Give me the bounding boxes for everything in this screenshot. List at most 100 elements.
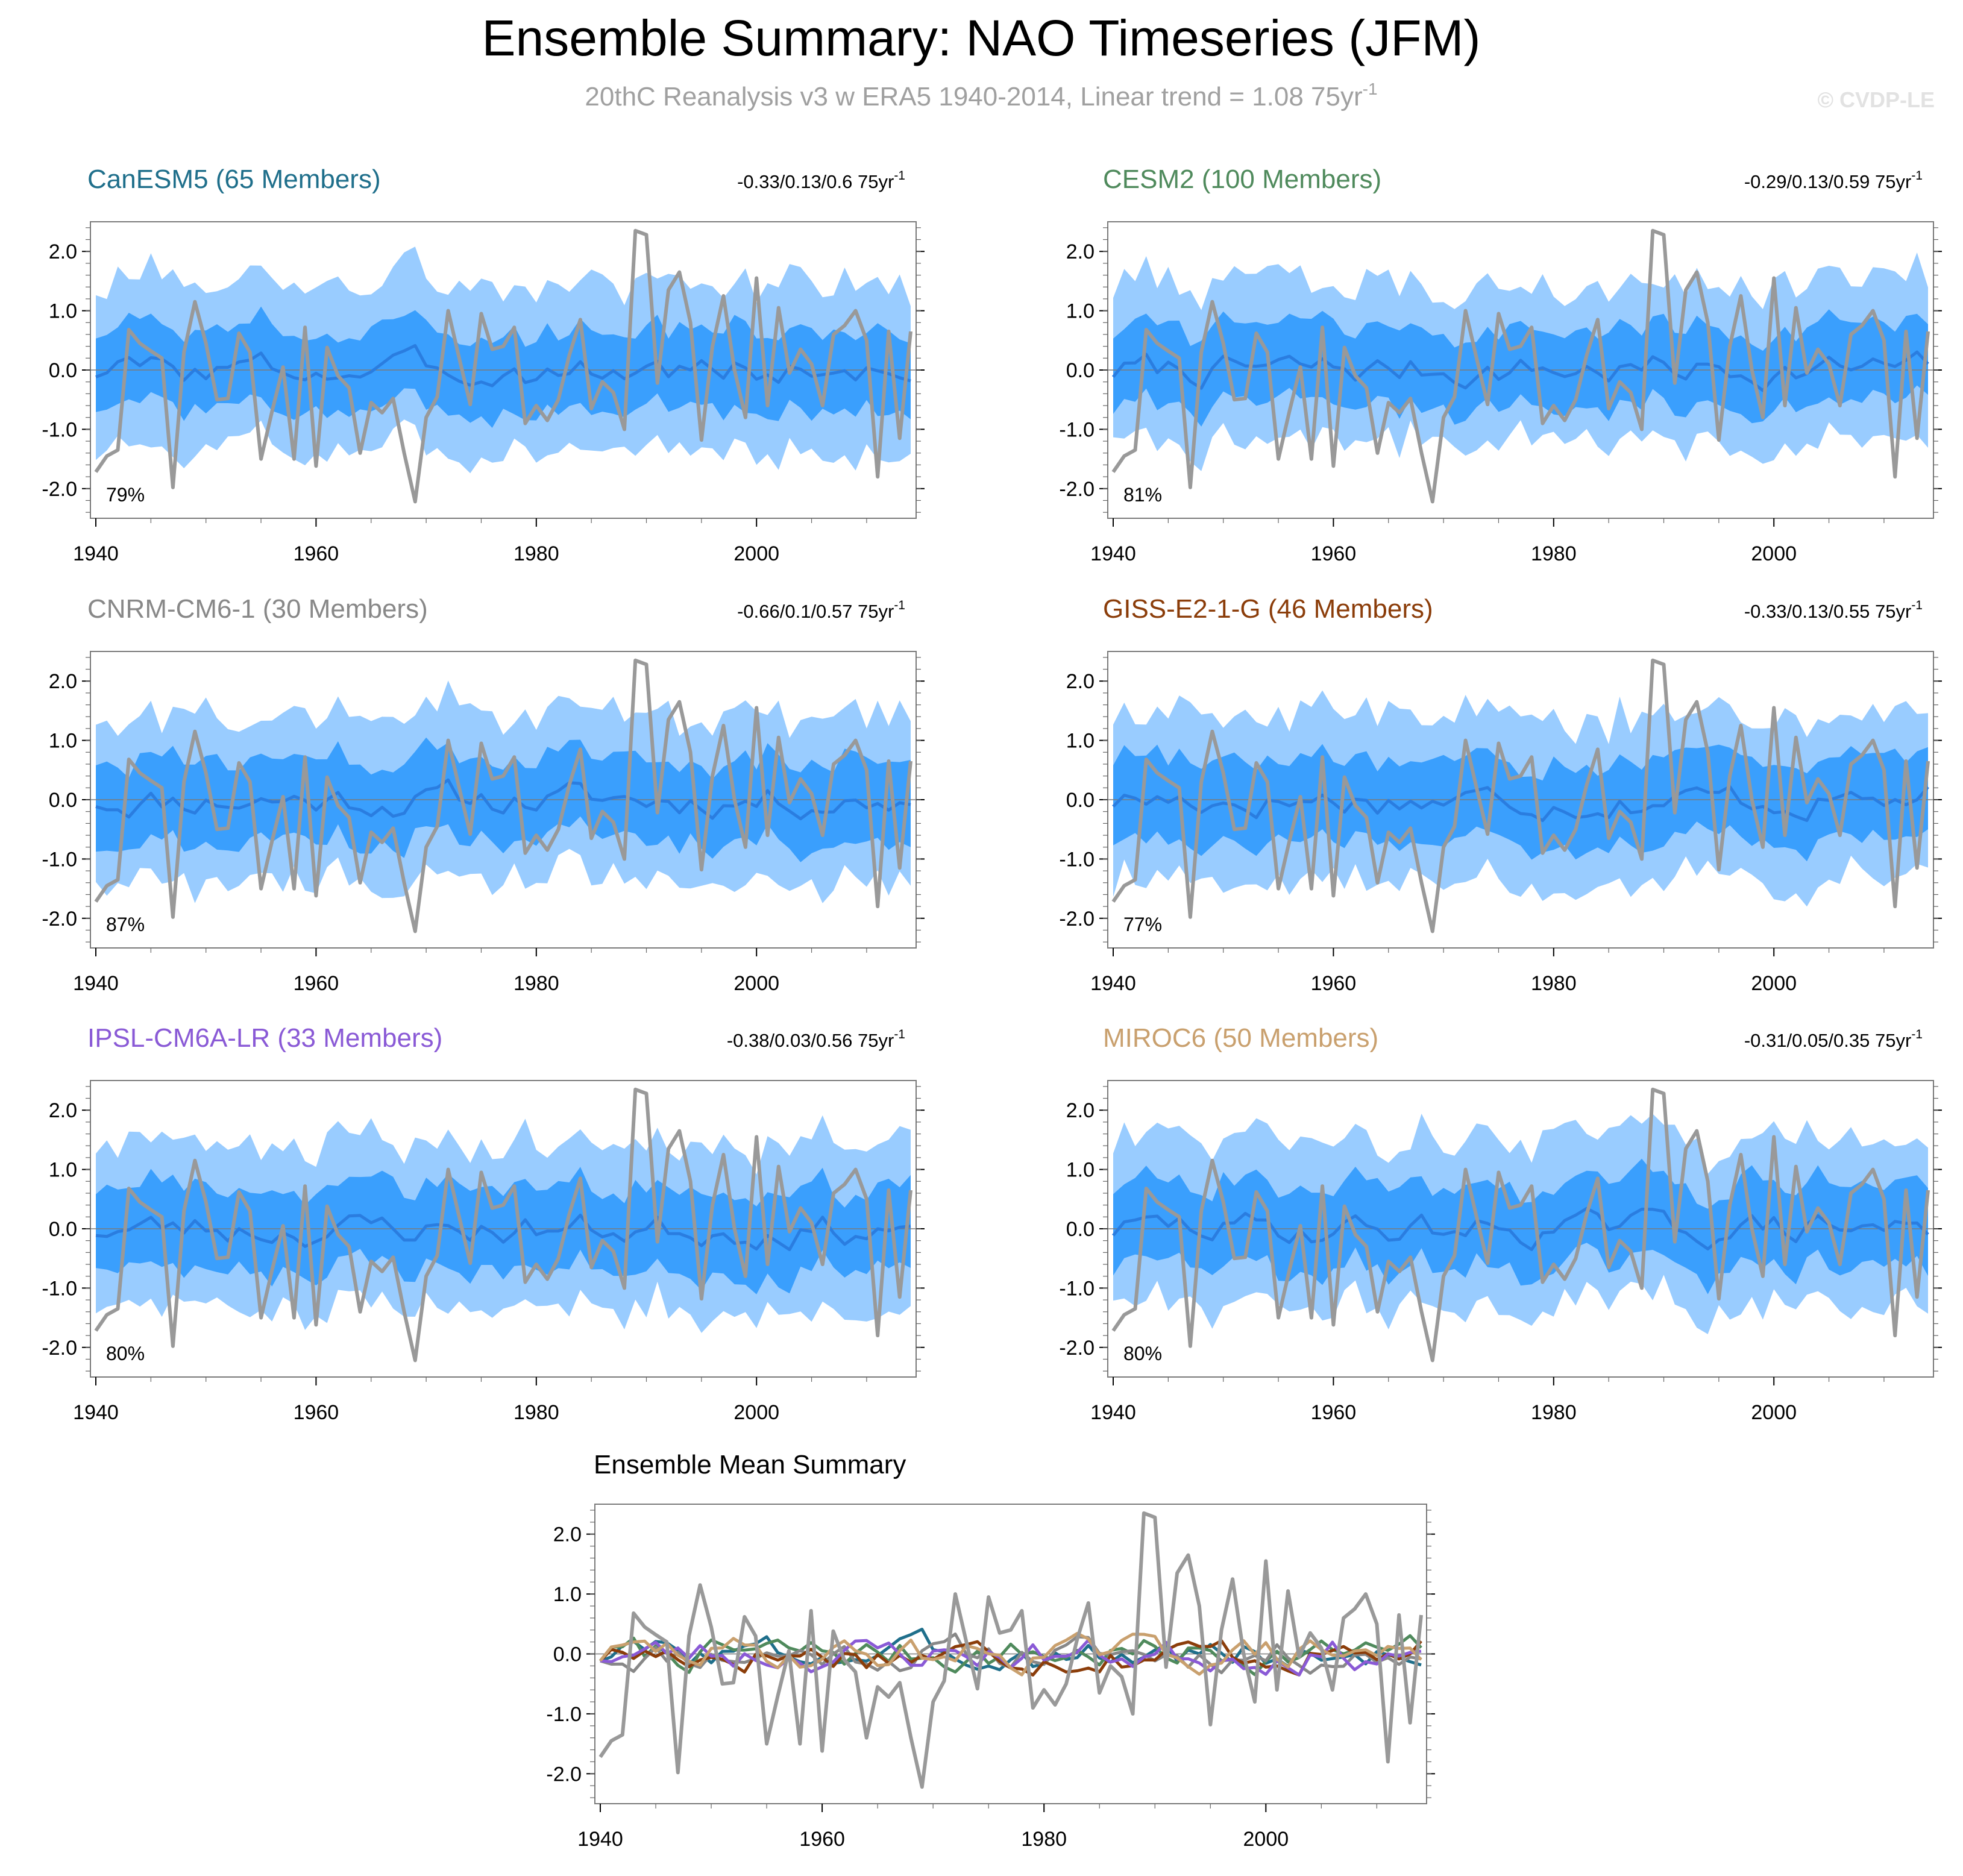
trend-text: -0.38/0.03/0.56 75yr [727, 1030, 894, 1051]
x-tick-label: 1960 [294, 1401, 339, 1424]
y-tick-label: 1.0 [1066, 300, 1095, 323]
y-tick-label: 0.0 [1066, 789, 1095, 812]
plot-area [90, 228, 916, 504]
y-tick-label: 0.0 [49, 789, 77, 812]
watermark: © CVDP-LE [1817, 87, 1935, 112]
trend-exponent: -1 [1911, 1027, 1923, 1041]
y-tick-label: -2.0 [42, 478, 77, 501]
trend-label: -0.33/0.13/0.6 75yr-1 [737, 169, 905, 192]
y-tick-label: 0.0 [553, 1643, 582, 1666]
x-tick-label: 1940 [1090, 972, 1136, 995]
panel-title: CanESM5 (65 Members) [87, 165, 381, 194]
panels: CanESM5 (65 Members) -0.33/0.13/0.6 75yr-… [42, 165, 1942, 1851]
x-tick-label: 2000 [733, 1401, 779, 1424]
y-tick-label: 1.0 [49, 300, 77, 323]
percent-label: 80% [106, 1343, 145, 1364]
figure-subtitle: 20thC Reanalysis v3 w ERA5 1940-2014, Li… [585, 80, 1377, 111]
x-tick-label: 1940 [73, 1401, 119, 1424]
x-tick-label: 2000 [1751, 1401, 1797, 1424]
panel-1: CanESM5 (65 Members) -0.33/0.13/0.6 75yr-… [42, 165, 925, 565]
trend-label: -0.66/0.1/0.57 75yr-1 [737, 598, 905, 622]
x-tick-label: 1980 [1531, 542, 1577, 565]
y-tick-label: -2.0 [1059, 478, 1095, 501]
y-tick-label: -1.0 [42, 418, 77, 441]
x-tick-label: 2000 [1751, 972, 1797, 995]
panel-3: CNRM-CM6-1 (30 Members) -0.66/0.1/0.57 75… [42, 594, 925, 995]
panel-title: IPSL-CM6A-LR (33 Members) [87, 1023, 442, 1053]
ensemble-mean-line [95, 344, 911, 387]
trend-label: -0.29/0.13/0.59 75yr-1 [1744, 169, 1923, 192]
x-tick-label: 1980 [1531, 1401, 1577, 1424]
panel-title: MIROC6 (50 Members) [1103, 1023, 1378, 1053]
y-tick-label: 1.0 [49, 1159, 77, 1182]
trend-exponent: -1 [894, 598, 905, 612]
y-tick-label: -2.0 [546, 1763, 582, 1786]
observation-line [94, 658, 912, 933]
x-tick-label: 1940 [577, 1828, 623, 1851]
panel-title: Ensemble Mean Summary [594, 1450, 906, 1479]
trend-label: -0.31/0.05/0.35 75yr-1 [1744, 1027, 1923, 1051]
trend-label: -0.38/0.03/0.56 75yr-1 [727, 1027, 905, 1051]
trend-exponent: -1 [894, 1027, 905, 1041]
y-tick-label: 2.0 [1066, 1099, 1095, 1122]
observation-line [94, 1087, 912, 1363]
y-tick-label: 2.0 [49, 240, 77, 263]
observation-line [598, 1511, 1423, 1789]
panel-2: CESM2 (100 Members) -0.29/0.13/0.59 75yr-… [1059, 165, 1942, 565]
x-tick-label: 1980 [514, 972, 559, 995]
plot-area [1108, 1087, 1933, 1363]
y-tick-label: -1.0 [546, 1703, 582, 1726]
figure-title: Ensemble Summary: NAO Timeseries (JFM) [482, 10, 1481, 66]
subtitle-text: 20thC Reanalysis v3 w ERA5 1940-2014, Li… [585, 82, 1362, 111]
y-tick-label: -1.0 [42, 848, 77, 871]
observation-line [1111, 228, 1930, 504]
y-tick-label: 2.0 [49, 1099, 77, 1122]
subtitle-exponent: -1 [1363, 80, 1378, 98]
plot-area [1108, 228, 1933, 504]
y-tick-label: 2.0 [1066, 670, 1095, 693]
y-tick-label: 2.0 [1066, 240, 1095, 263]
x-tick-label: 1980 [514, 1401, 559, 1424]
x-tick-label: 1980 [1531, 972, 1577, 995]
x-tick-label: 1960 [294, 542, 339, 565]
y-tick-label: -1.0 [1059, 1277, 1095, 1300]
x-tick-label: 2000 [1243, 1828, 1289, 1851]
x-tick-label: 1960 [799, 1828, 845, 1851]
plot-area [90, 658, 916, 933]
percent-label: 81% [1123, 484, 1162, 506]
percent-label: 87% [106, 914, 145, 935]
y-tick-label: 2.0 [49, 670, 77, 693]
observation-line [1111, 1087, 1930, 1363]
x-tick-label: 1940 [73, 972, 119, 995]
y-tick-label: 1.0 [1066, 1159, 1095, 1182]
y-tick-label: 0.0 [1066, 1218, 1095, 1241]
y-tick-label: 0.0 [49, 1218, 77, 1241]
y-tick-label: -2.0 [1059, 1337, 1095, 1360]
y-tick-label: 1.0 [1066, 730, 1095, 753]
panel-5: IPSL-CM6A-LR (33 Members) -0.38/0.03/0.56… [42, 1023, 925, 1424]
trend-text: -0.33/0.13/0.6 75yr [737, 171, 894, 192]
trend-label: -0.33/0.13/0.55 75yr-1 [1744, 598, 1923, 622]
panel-4: GISS-E2-1-G (46 Members) -0.33/0.13/0.55 … [1059, 594, 1942, 995]
x-tick-label: 1940 [1090, 1401, 1136, 1424]
plot-area [1108, 658, 1933, 933]
x-tick-label: 1960 [1311, 542, 1357, 565]
x-tick-label: 1940 [73, 542, 119, 565]
y-tick-label: 1.0 [553, 1583, 582, 1606]
y-tick-label: 0.0 [49, 359, 77, 382]
x-tick-label: 1960 [294, 972, 339, 995]
panel-6: MIROC6 (50 Members) -0.31/0.05/0.35 75yr-… [1059, 1023, 1942, 1424]
x-tick-label: 1960 [1311, 972, 1357, 995]
trend-text: -0.66/0.1/0.57 75yr [737, 601, 894, 622]
y-tick-label: -2.0 [42, 908, 77, 930]
panel-7: Ensemble Mean Summary 2.0 1.0 0.0 -1.0 -2.0 19… [546, 1450, 1435, 1851]
trend-exponent: -1 [1911, 598, 1923, 612]
y-tick-label: 1.0 [49, 730, 77, 753]
observation-line [94, 228, 912, 504]
x-tick-label: 1980 [514, 542, 559, 565]
panel-title: CESM2 (100 Members) [1103, 165, 1381, 194]
plot-area [90, 1087, 916, 1363]
trend-text: -0.31/0.05/0.35 75yr [1744, 1030, 1911, 1051]
y-tick-label: -2.0 [42, 1337, 77, 1360]
